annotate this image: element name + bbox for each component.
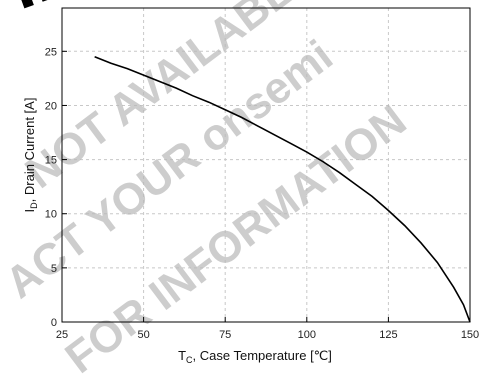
x-tick-label: 50: [137, 329, 149, 341]
y-tick-label: 15: [45, 155, 57, 167]
grid: [62, 8, 470, 322]
y-tick-label: 10: [45, 209, 57, 221]
watermark-text-1: IN: [0, 0, 91, 24]
x-axis-title: TC, Case Temperature [℃]: [178, 348, 332, 365]
x-tick-label: 125: [379, 329, 397, 341]
y-tick-label: 20: [45, 100, 57, 112]
x-axis-title-main: T: [178, 348, 186, 363]
x-tick-label: 150: [461, 329, 479, 341]
plot-frame: [62, 8, 470, 322]
x-tick-label: 75: [219, 329, 231, 341]
y-tick-label: 25: [45, 46, 57, 58]
y-tick-label: 0: [51, 317, 57, 329]
y-axis-title: ID, Drain Current [A]: [22, 98, 39, 213]
x-tick-label: 100: [298, 329, 316, 341]
y-axis-title-rest: , Drain Current [A]: [22, 98, 37, 203]
y-tick-label: 5: [51, 263, 57, 275]
x-tick-label: 25: [56, 329, 68, 341]
x-axis-title-rest: , Case Temperature [℃]: [193, 348, 332, 363]
